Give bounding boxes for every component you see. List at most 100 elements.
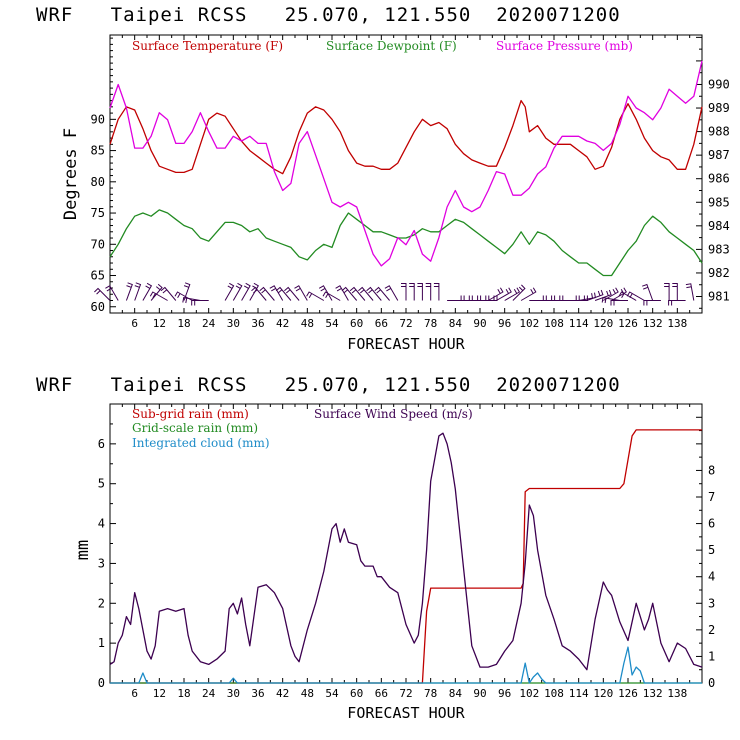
wind-barb <box>259 286 275 301</box>
x-tick-label: 120 <box>593 317 613 330</box>
wind-barb <box>358 286 374 301</box>
wind-barb <box>275 286 292 301</box>
x-tick-label: 114 <box>569 317 589 330</box>
wind-barb <box>269 285 284 301</box>
wind-barb <box>160 286 177 301</box>
legend-temperature: Surface Temperature (F) <box>132 39 283 53</box>
y-right-tick-label: 7 <box>708 490 715 504</box>
wind-barb <box>191 300 209 306</box>
wind-barb <box>610 300 628 306</box>
y-right-tick-label: 989 <box>708 101 730 115</box>
y-left-tick-label: 2 <box>98 596 105 610</box>
y-left-tick-label: 85 <box>91 144 105 158</box>
y-right-tick-label: 1 <box>708 649 715 663</box>
top-legend: Surface Temperature (F) Surface Dewpoint… <box>132 39 633 53</box>
x-tick-label: 132 <box>643 687 663 700</box>
wind-barb <box>425 283 432 301</box>
x-tick-label: 6 <box>131 317 138 330</box>
x-tick-label: 102 <box>519 687 539 700</box>
y-left-tick-label: 4 <box>98 517 105 531</box>
wind-barb <box>384 285 399 301</box>
y-right-tick-label: 987 <box>708 148 730 162</box>
wind-barb <box>618 291 637 301</box>
wind-barb <box>520 287 537 301</box>
wind-barb <box>150 283 163 301</box>
legend-subgrid-rain: Sub-grid rain (mm) <box>132 407 249 421</box>
top-plot-area: 6 12 18 24 30 36 42 48 54 60 66 72 78 84 90 96 102 108 114… <box>91 34 730 330</box>
y-right-tick-label: 983 <box>708 242 730 256</box>
series-line-sub-grid-rain <box>110 429 702 684</box>
y-right-tick-label: 990 <box>708 77 730 91</box>
wind-barb <box>401 283 407 301</box>
wind-barb <box>487 287 504 301</box>
x-tick-label: 108 <box>544 317 564 330</box>
wind-barb <box>294 285 308 301</box>
bottom-x-axis-label: FORECAST HOUR <box>347 704 465 722</box>
x-tick-label: 42 <box>276 317 289 330</box>
bottom-plot-area: 6 12 18 24 30 36 42 48 54 60 66 72 78 84 90 96 102 108 114… <box>98 403 715 700</box>
y-right-tick-label: 0 <box>708 676 715 690</box>
x-tick-label: 12 <box>153 317 166 330</box>
wind-barb <box>643 300 661 306</box>
y-right-tick-label: 982 <box>708 266 730 280</box>
x-tick-label: 24 <box>202 317 216 330</box>
wind-barb <box>374 286 390 301</box>
wind-barb <box>409 283 415 301</box>
x-tick-label: 78 <box>424 687 437 700</box>
y-left-tick-label: 1 <box>98 636 105 650</box>
x-tick-label: 18 <box>177 317 190 330</box>
y-right-tick-label: 5 <box>708 543 715 557</box>
x-tick-label: 54 <box>325 687 339 700</box>
x-tick-label: 54 <box>325 317 339 330</box>
x-tick-label: 114 <box>569 687 589 700</box>
wind-barb <box>284 286 300 301</box>
wind-barb <box>251 286 267 301</box>
x-tick-label: 72 <box>399 317 412 330</box>
x-tick-label: 108 <box>544 687 564 700</box>
x-tick-label: 132 <box>643 317 663 330</box>
wind-barb <box>626 291 645 301</box>
wind-barb <box>134 282 142 301</box>
bottom-chart-title: WRF Taipei RCSS 25.070, 121.550 20200712… <box>36 374 621 396</box>
y-right-tick-label: 981 <box>708 290 730 304</box>
x-tick-label: 90 <box>473 687 486 700</box>
x-tick-label: 96 <box>498 317 511 330</box>
wind-barb <box>182 297 201 304</box>
x-tick-label: 18 <box>177 687 190 700</box>
legend-gridscale-rain: Grid-scale rain (mm) <box>132 421 258 435</box>
wind-barb <box>417 283 423 301</box>
legend-integrated-cloud: Integrated cloud (mm) <box>132 436 270 450</box>
legend-pressure: Surface Pressure (mb) <box>496 39 633 53</box>
y-right-tick-label: 988 <box>708 125 730 139</box>
wind-barb <box>322 291 341 301</box>
wind-barb <box>306 291 325 301</box>
wind-barb <box>183 282 191 301</box>
y-right-tick-label: 2 <box>708 623 715 637</box>
wind-barb <box>594 289 612 301</box>
x-tick-label: 12 <box>153 687 166 700</box>
x-tick-label: 60 <box>350 687 363 700</box>
wind-barb <box>349 286 366 301</box>
y-left-tick-label: 80 <box>91 175 105 189</box>
wind-barb <box>125 282 133 301</box>
wind-barb <box>496 287 512 301</box>
x-tick-label: 36 <box>251 317 264 330</box>
bottom-y-axis-label: mm <box>73 540 93 560</box>
wind-barb <box>232 282 243 301</box>
wind-barb <box>341 286 358 301</box>
wind-barb <box>105 285 119 301</box>
x-tick-label: 120 <box>593 687 613 700</box>
wind-barb <box>335 285 349 301</box>
wind-barb <box>94 287 111 301</box>
legend-dewpoint: Surface Dewpoint (F) <box>326 39 457 53</box>
x-tick-label: 78 <box>424 317 437 330</box>
x-tick-label: 72 <box>399 687 412 700</box>
series-line-integrated-cloud <box>110 646 702 684</box>
x-tick-label: 138 <box>667 687 687 700</box>
series-line-surface-dewpoint <box>109 209 703 277</box>
wind-barb <box>366 286 382 301</box>
wind-barb <box>685 283 695 301</box>
x-tick-label: 84 <box>449 317 463 330</box>
y-right-tick-label: 6 <box>708 517 715 531</box>
